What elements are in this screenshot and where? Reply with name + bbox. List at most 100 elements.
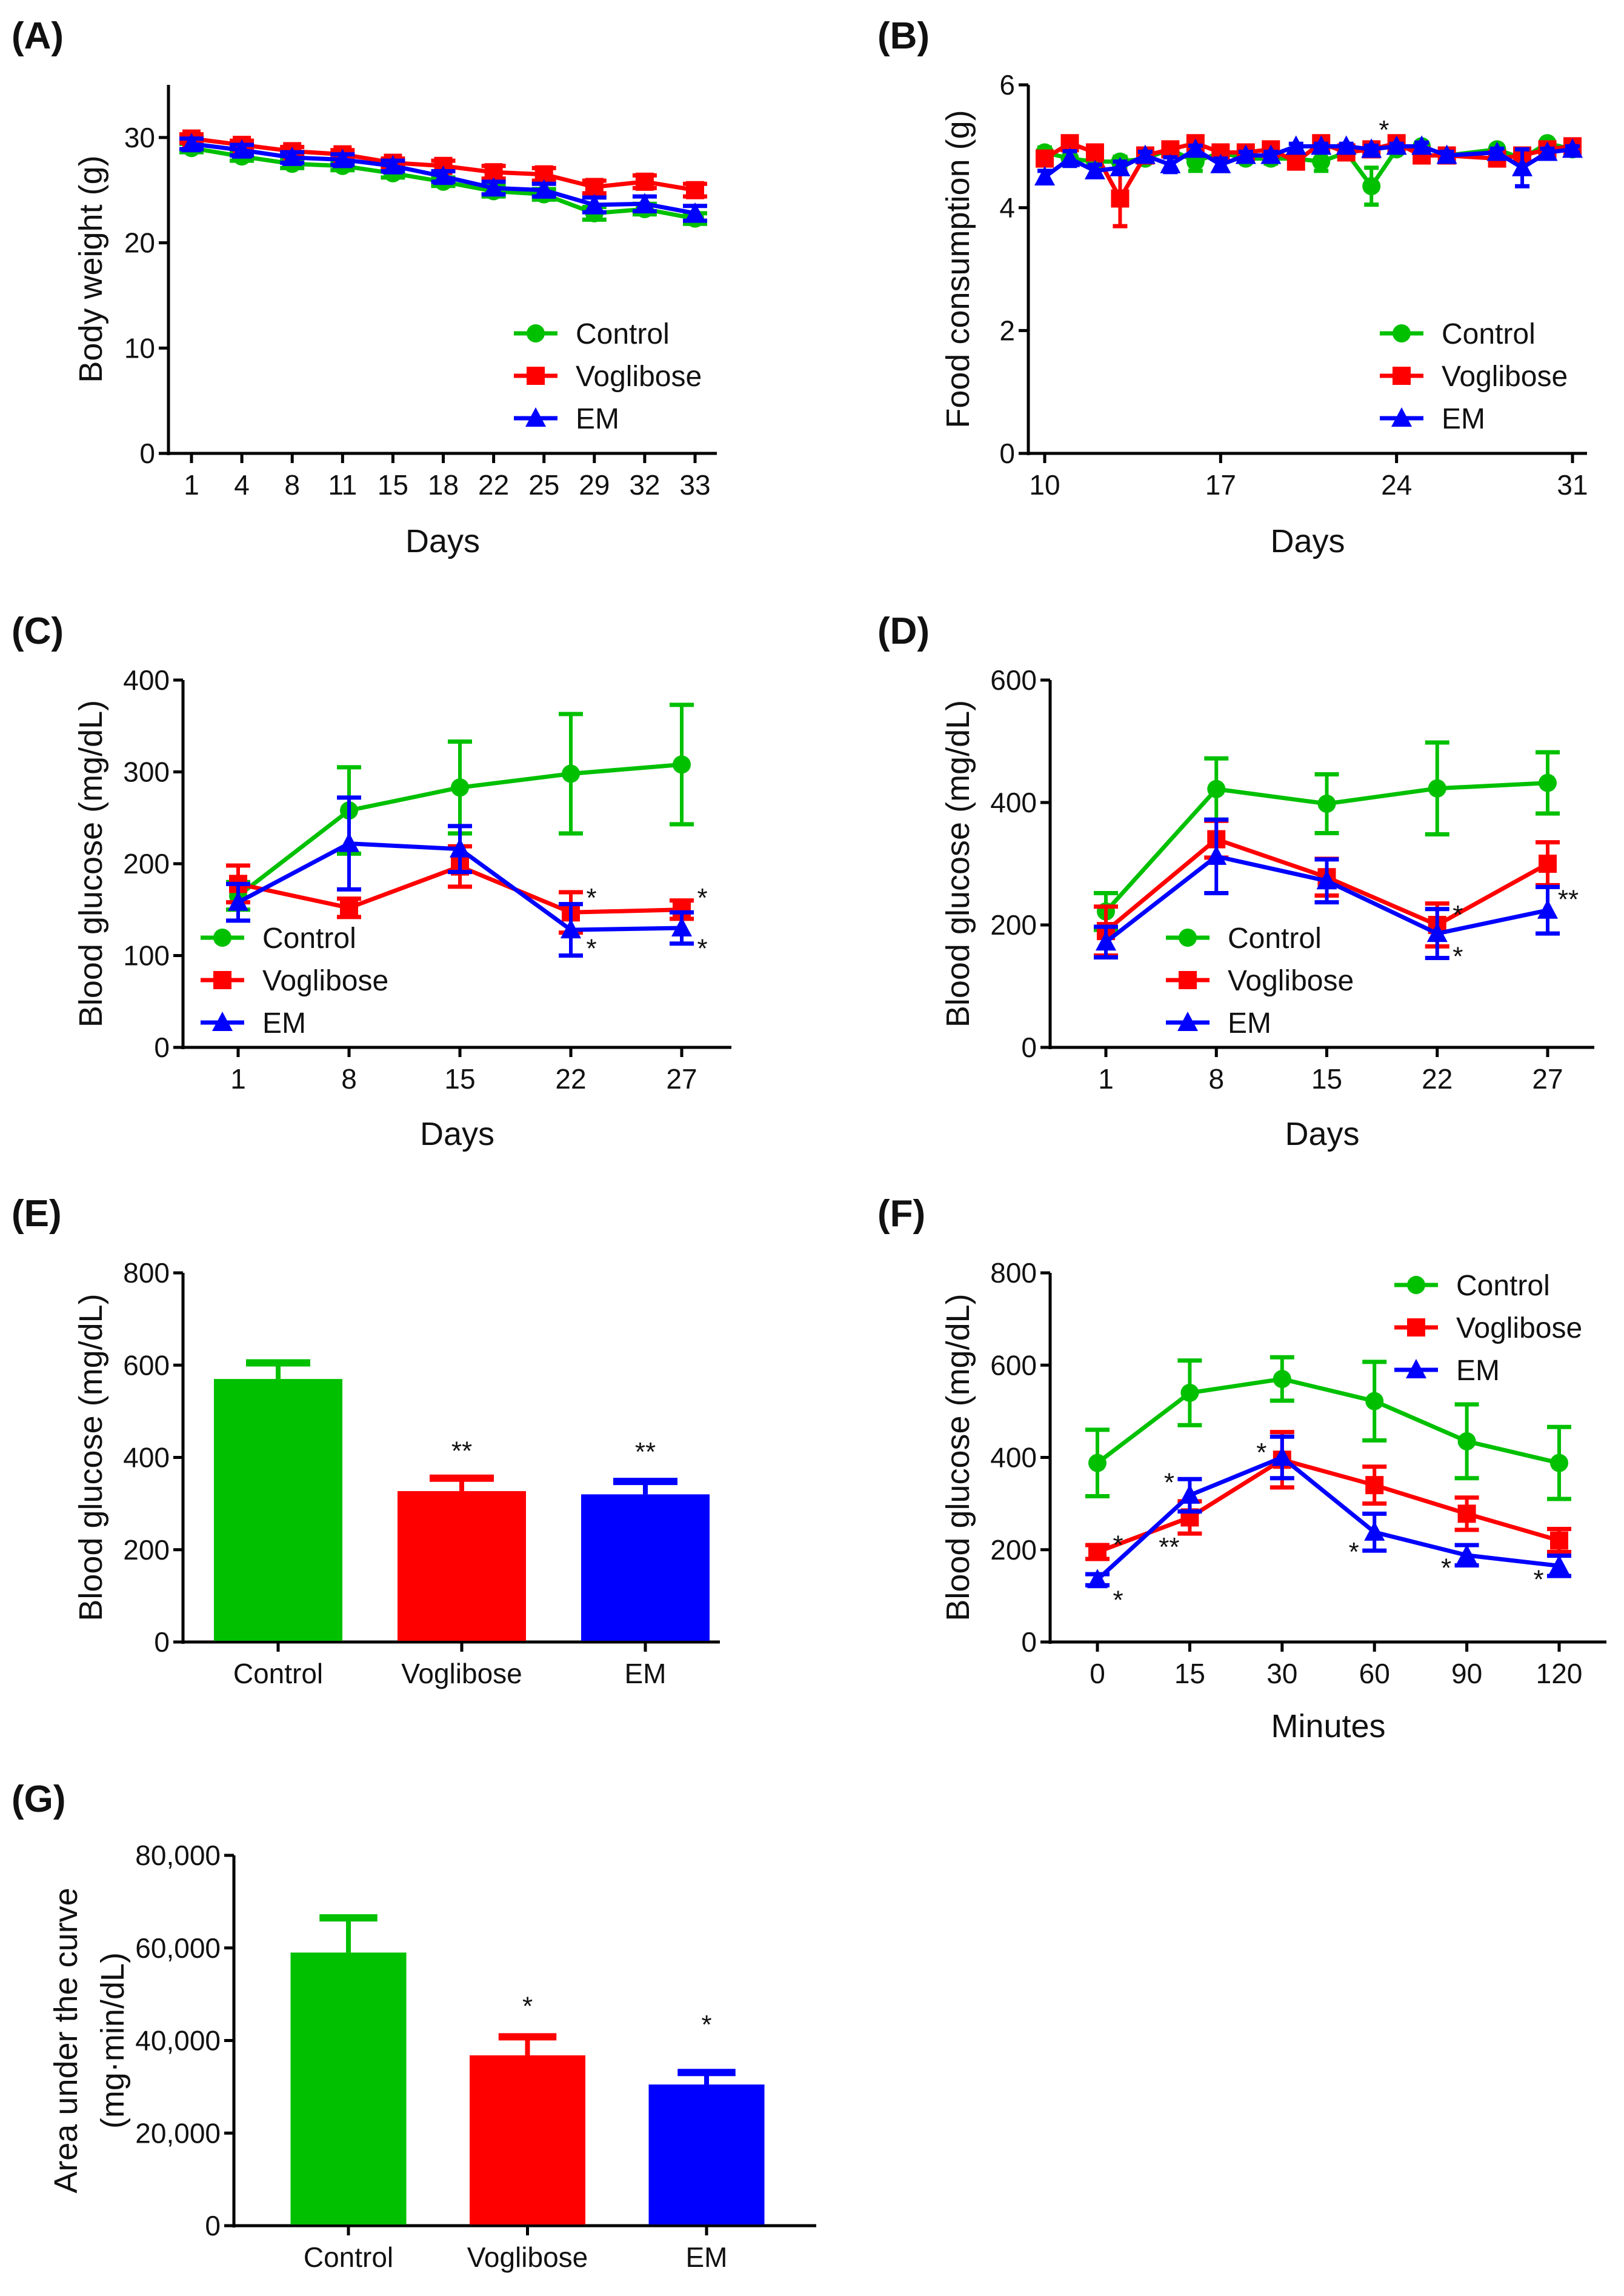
- data-point-triangle: [1411, 135, 1433, 155]
- x-tick-label: 0: [1090, 1658, 1105, 1689]
- data-point-square: [1036, 149, 1054, 168]
- data-point-circle: [1180, 1383, 1199, 1402]
- y-axis-title: (mg·min/dL): [95, 1952, 131, 2129]
- data-point-circle: [1207, 779, 1226, 798]
- y-tick-label: 40,000: [135, 2025, 221, 2057]
- significance-mark: *: [1113, 1530, 1123, 1560]
- data-point-triangle: [1210, 153, 1231, 173]
- legend-label: EM: [576, 403, 619, 435]
- data-point-triangle: [1087, 1569, 1108, 1589]
- data-point-triangle: [671, 917, 692, 937]
- data-point-triangle: [1456, 1544, 1477, 1564]
- y-axis-title: Blood glucose (mg/dL): [940, 700, 976, 1027]
- y-axis-title: Food consumption (g): [940, 110, 976, 428]
- data-point-triangle: [1537, 141, 1558, 161]
- x-tick-label: 17: [1205, 469, 1236, 501]
- data-point-circle: [1273, 1370, 1291, 1389]
- legend-item-voglibose: Voglibose: [514, 361, 702, 393]
- y-tick-label: 800: [990, 1257, 1037, 1289]
- panel-g: (G) 0 20,000 40,000 60,000 80,000 Control Vogli…: [12, 1778, 816, 2273]
- data-point-triangle: [1096, 931, 1116, 951]
- panel-f: (F) 0 200 400 600 800 0 15 30 60 90 120 Blood glucos…: [877, 1193, 1606, 1744]
- data-point-triangle: [584, 194, 605, 214]
- legend-item-voglibose: Voglibose: [1380, 361, 1568, 393]
- legend-square-icon: [213, 971, 231, 989]
- data-point-circle: [1428, 779, 1446, 798]
- x-tick-label: 18: [428, 469, 459, 501]
- legend-label: EM: [1456, 1355, 1500, 1387]
- data-point-triangle: [1160, 153, 1181, 173]
- data-point-circle: [1457, 1432, 1476, 1450]
- data-point-triangle: [1386, 135, 1407, 155]
- y-tick-label: 300: [123, 756, 170, 788]
- legend-label: Control: [1442, 318, 1536, 350]
- x-tick-label: 31: [1557, 469, 1588, 501]
- x-tick-label: 120: [1536, 1658, 1583, 1689]
- x-tick-label: 25: [528, 469, 559, 501]
- data-point-triangle: [1537, 899, 1558, 919]
- data-point-square: [1111, 189, 1130, 208]
- legend-item-em: EM: [514, 403, 619, 435]
- legend-item-control: Control: [1394, 1270, 1550, 1302]
- data-point-triangle: [1316, 870, 1337, 890]
- y-tick-label: 0: [999, 438, 1015, 469]
- data-point-triangle: [1185, 138, 1206, 158]
- legend-circle-icon: [213, 929, 231, 947]
- x-tick-label: 27: [666, 1063, 697, 1095]
- y-tick-label: 400: [123, 1442, 170, 1473]
- x-tick-label: 22: [478, 469, 509, 501]
- significance-mark: **: [451, 1436, 472, 1466]
- significance-mark: *: [1113, 1586, 1123, 1615]
- data-point-square: [1085, 143, 1104, 162]
- panel-label: (C): [12, 610, 64, 652]
- y-axis-title: Blood glucose (mg/dL): [73, 1293, 109, 1621]
- panel-d: (D) 0 200 400 600 1 8 15 22 27 Blood glucose (mg/d…: [877, 610, 1594, 1152]
- data-point-triangle: [634, 193, 655, 213]
- legend-square-icon: [527, 367, 545, 385]
- data-point-square: [1365, 1476, 1384, 1495]
- series-em: [1034, 135, 1583, 189]
- data-point-triangle: [1059, 147, 1080, 167]
- data-point-triangle: [433, 165, 454, 185]
- y-tick-label: 800: [123, 1257, 170, 1289]
- y-tick-label: 0: [205, 2210, 221, 2241]
- data-point-circle: [673, 755, 691, 774]
- significance-mark: *: [1164, 1468, 1174, 1498]
- data-point-square: [1550, 1531, 1568, 1550]
- legend-label: Voglibose: [576, 361, 702, 393]
- data-point-circle: [1539, 773, 1557, 792]
- y-tick-label: 30: [124, 122, 155, 153]
- data-point-triangle: [1271, 1446, 1293, 1466]
- legend-item-em: EM: [201, 1007, 306, 1040]
- data-point-square: [686, 181, 704, 199]
- y-tick-label: 200: [990, 909, 1037, 941]
- bar: [398, 1491, 526, 1641]
- legend-circle-icon: [1407, 1276, 1425, 1294]
- y-axis-title: Blood glucose (mg/dL): [940, 1293, 976, 1621]
- bar: [290, 1952, 407, 2224]
- data-point-square: [585, 178, 604, 196]
- legend-item-em: EM: [1380, 403, 1485, 435]
- x-tick-label: 15: [1174, 1658, 1205, 1689]
- legend-item-control: Control: [1166, 923, 1322, 955]
- y-tick-label: 200: [123, 848, 170, 879]
- data-point-triangle: [1235, 144, 1256, 164]
- legend-item-voglibose: Voglibose: [201, 965, 388, 997]
- series-em: [1085, 1434, 1571, 1589]
- x-tick-label: EM: [625, 1658, 667, 1689]
- data-point-triangle: [1512, 156, 1533, 176]
- y-tick-label: 200: [123, 1534, 170, 1566]
- legend-label: Control: [1228, 923, 1322, 955]
- y-tick-label: 2: [999, 315, 1015, 346]
- data-point-triangle: [1336, 135, 1357, 155]
- significance-mark: *: [701, 2010, 711, 2040]
- legend-triangle-icon: [525, 407, 546, 427]
- series-line: [1096, 1457, 1560, 1554]
- data-point-triangle: [1364, 1521, 1385, 1541]
- y-tick-label: 400: [990, 1442, 1037, 1473]
- legend-triangle-icon: [1391, 407, 1412, 427]
- significance-mark: *: [586, 933, 596, 963]
- data-point-triangle: [1179, 1484, 1200, 1504]
- x-tick-label: 24: [1381, 469, 1412, 501]
